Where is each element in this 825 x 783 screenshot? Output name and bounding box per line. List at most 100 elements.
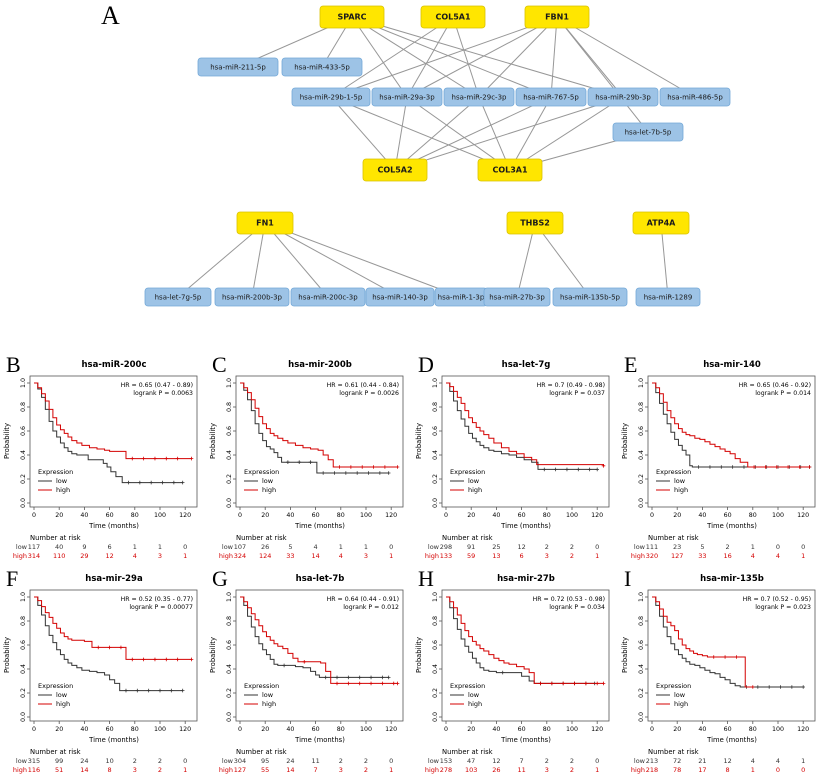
y-tick-label: 1.0	[20, 592, 27, 602]
y-tick-label: 0.8	[638, 402, 645, 412]
censor-mark	[119, 645, 123, 650]
y-tick-label: 0.6	[432, 640, 439, 650]
risk-high-value: 2	[570, 766, 574, 774]
risk-row-label-high: high	[631, 552, 645, 560]
edge-COL5A2--hsa-miR-767-5p	[394, 96, 552, 171]
node-label: hsa-miR-29a-3p	[379, 94, 435, 102]
risk-high-value: 1	[751, 766, 755, 774]
risk-high-value: 8	[726, 766, 730, 774]
censor-mark	[180, 480, 185, 485]
risk-header: Number at risk	[30, 534, 81, 542]
risk-high-value: 16	[723, 552, 731, 560]
x-tick-label: 40	[286, 726, 294, 733]
mirna-node-hsa-miR-29b-1-5p: hsa-miR-29b-1-5p	[291, 87, 371, 107]
risk-high-value: 8	[108, 766, 112, 774]
plot-border	[235, 589, 404, 722]
censor-mark	[708, 465, 712, 469]
y-tick-label: 0.0	[226, 498, 233, 508]
km-curve-low	[34, 382, 183, 484]
edge-ATP4A--hsa-miR-1289	[660, 222, 669, 298]
logrank-text: logrank P = 0.034	[549, 604, 605, 611]
y-tick-label: 1.0	[226, 592, 233, 602]
risk-high-value: 0	[801, 766, 805, 774]
censor-mark	[542, 467, 547, 472]
censor-mark	[730, 465, 735, 469]
node-label: hsa-miR-140-3p	[372, 294, 428, 302]
risk-high-value: 59	[467, 552, 475, 560]
km-plot-hsa-mir-200b: hsa-mir-200b 0.0 0.2 0.4 0.6 0.8 1.0 Probabilit…	[209, 360, 404, 560]
risk-low-value: 99	[55, 757, 63, 765]
hr-text: HR = 0.64 (0.44 - 0.91)	[327, 596, 399, 603]
risk-low-value: 21	[698, 757, 706, 765]
risk-low-value: 24	[80, 757, 88, 765]
risk-low-value: 25	[492, 543, 500, 551]
legend-high-label: high	[468, 700, 482, 708]
edge-COL5A2--hsa-miR-29a-3p	[394, 96, 408, 171]
gene-node-FN1: FN1	[236, 211, 294, 235]
censor-mark	[124, 688, 128, 693]
risk-low-value: 0	[801, 543, 805, 551]
risk-row-label-low: low	[16, 757, 28, 765]
y-tick-label: 0.8	[20, 402, 27, 412]
edge-COL3A1--hsa-miR-29c-3p	[478, 96, 511, 171]
plot-border	[29, 589, 198, 722]
panel-d-letter: D	[418, 352, 434, 377]
x-axis-label: Time (months)	[294, 522, 345, 530]
censor-mark	[774, 465, 779, 469]
x-tick-label: 120	[385, 726, 397, 733]
node-label: hsa-miR-29b-3p	[595, 94, 651, 102]
km-curve-high	[446, 596, 604, 684]
risk-high-value: 1	[595, 766, 599, 774]
risk-row-label-low: low	[428, 543, 440, 551]
risk-header: Number at risk	[30, 748, 81, 756]
censor-mark	[141, 456, 146, 461]
mirna-node-hsa-miR-1289: hsa-miR-1289	[635, 287, 701, 307]
km-plot-hsa-mir-140: hsa-mir-140 0.0 0.2 0.4 0.6 0.8 1.0 Probability…	[621, 360, 816, 560]
censor-mark	[189, 456, 194, 461]
x-tick-label: 0	[650, 726, 654, 733]
risk-high-value: 6	[520, 552, 524, 560]
x-tick-label: 80	[749, 726, 757, 733]
mirna-node-hsa-miR-200b-3p: hsa-miR-200b-3p	[214, 287, 290, 307]
y-tick-label: 0.2	[432, 474, 439, 484]
risk-low-value: 12	[723, 757, 731, 765]
risk-high-value: 33	[286, 552, 294, 560]
censor-mark	[344, 471, 348, 475]
censor-mark	[297, 460, 302, 464]
risk-high-value: 103	[465, 766, 477, 774]
risk-low-value: 0	[389, 543, 393, 551]
x-tick-label: 0	[444, 512, 448, 519]
censor-mark	[164, 657, 169, 662]
y-tick-label: 1.0	[432, 378, 439, 388]
x-tick-label: 40	[698, 512, 706, 519]
node-label: hsa-let-7b-5p	[625, 129, 672, 137]
x-tick-label: 40	[492, 726, 500, 733]
legend-title: Expression	[450, 468, 485, 476]
risk-high-value: 314	[28, 552, 40, 560]
censor-mark	[395, 681, 400, 686]
y-axis-label: Probability	[415, 637, 423, 673]
legend-title: Expression	[38, 682, 73, 690]
edge-FN1--hsa-let-7g-5p	[177, 222, 266, 298]
risk-high-value: 1	[183, 552, 187, 560]
risk-low-value: 1	[158, 543, 162, 551]
risk-low-value: 1	[801, 757, 805, 765]
y-axis-label: Probability	[209, 423, 217, 459]
edge-COL5A1--hsa-miR-29a-3p	[406, 16, 454, 98]
x-tick-label: 60	[724, 512, 732, 519]
x-tick-label: 120	[591, 512, 603, 519]
hr-text: HR = 0.61 (0.44 - 0.84)	[327, 382, 399, 389]
censor-mark	[360, 465, 365, 469]
risk-low-value: 40	[55, 543, 63, 551]
risk-low-value: 107	[234, 543, 246, 551]
km-plot-hsa-let-7b: hsa-let-7b 0.0 0.2 0.4 0.6 0.8 1.0 Probability 0…	[209, 574, 404, 774]
mirna-node-hsa-miR-27b-3p: hsa-miR-27b-3p	[483, 287, 551, 307]
y-tick-label: 0.8	[638, 616, 645, 626]
censor-mark	[138, 480, 142, 485]
risk-low-value: 111	[646, 543, 658, 551]
y-tick-label: 0.0	[638, 498, 645, 508]
legend-title: Expression	[656, 468, 691, 476]
censor-mark	[500, 670, 505, 675]
mirna-gene-network-diagram: SPARC COL5A1 FBN1 hsa-miR-211-5p hsa-miR-433…	[144, 5, 731, 307]
risk-header: Number at risk	[236, 748, 287, 756]
